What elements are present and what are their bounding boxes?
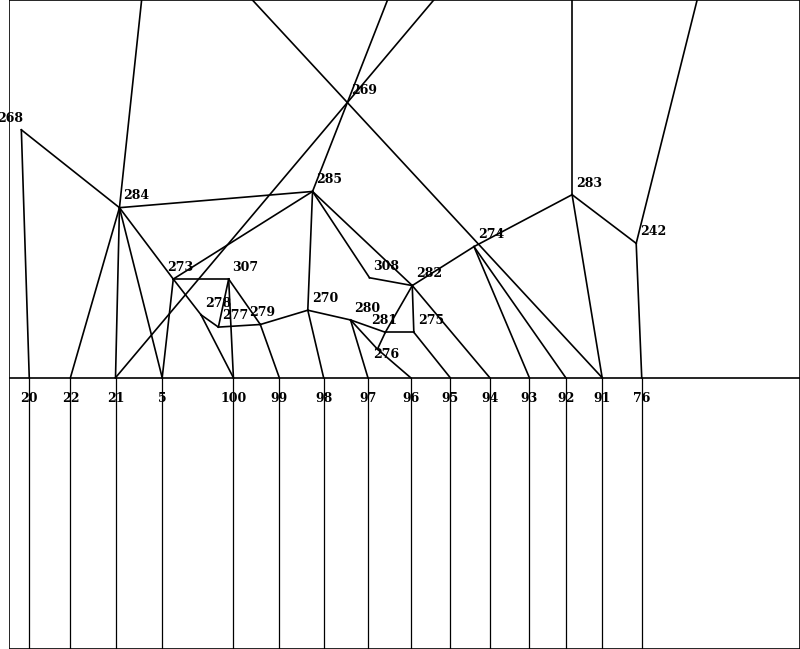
Text: 22: 22 (62, 392, 79, 405)
Text: 283: 283 (576, 177, 602, 190)
Text: 94: 94 (481, 392, 498, 405)
Text: 97: 97 (359, 392, 377, 405)
Text: 268: 268 (0, 112, 24, 125)
Text: 307: 307 (233, 261, 258, 274)
Text: 285: 285 (317, 173, 342, 186)
Text: 93: 93 (521, 392, 538, 405)
Text: 100: 100 (220, 392, 246, 405)
Text: 242: 242 (640, 225, 666, 238)
Text: 274: 274 (478, 228, 504, 241)
Text: 280: 280 (354, 302, 381, 315)
Text: 91: 91 (594, 392, 611, 405)
Text: 282: 282 (416, 267, 442, 280)
Text: 5: 5 (158, 392, 166, 405)
Text: 92: 92 (557, 392, 574, 405)
Text: 20: 20 (21, 392, 38, 405)
Text: 278: 278 (205, 297, 231, 310)
Text: 276: 276 (373, 348, 399, 361)
Text: 95: 95 (442, 392, 459, 405)
Text: 99: 99 (270, 392, 288, 405)
Text: 98: 98 (315, 392, 332, 405)
Text: 270: 270 (312, 292, 338, 305)
Text: 21: 21 (106, 392, 124, 405)
Text: 275: 275 (418, 314, 444, 327)
Text: 279: 279 (250, 306, 275, 319)
Text: 281: 281 (371, 314, 398, 327)
Text: 308: 308 (374, 260, 399, 273)
Text: 273: 273 (167, 261, 193, 274)
Text: 96: 96 (402, 392, 419, 405)
Text: 269: 269 (351, 84, 378, 97)
Text: 277: 277 (222, 309, 249, 322)
Text: 76: 76 (633, 392, 650, 405)
Text: 284: 284 (123, 190, 150, 202)
